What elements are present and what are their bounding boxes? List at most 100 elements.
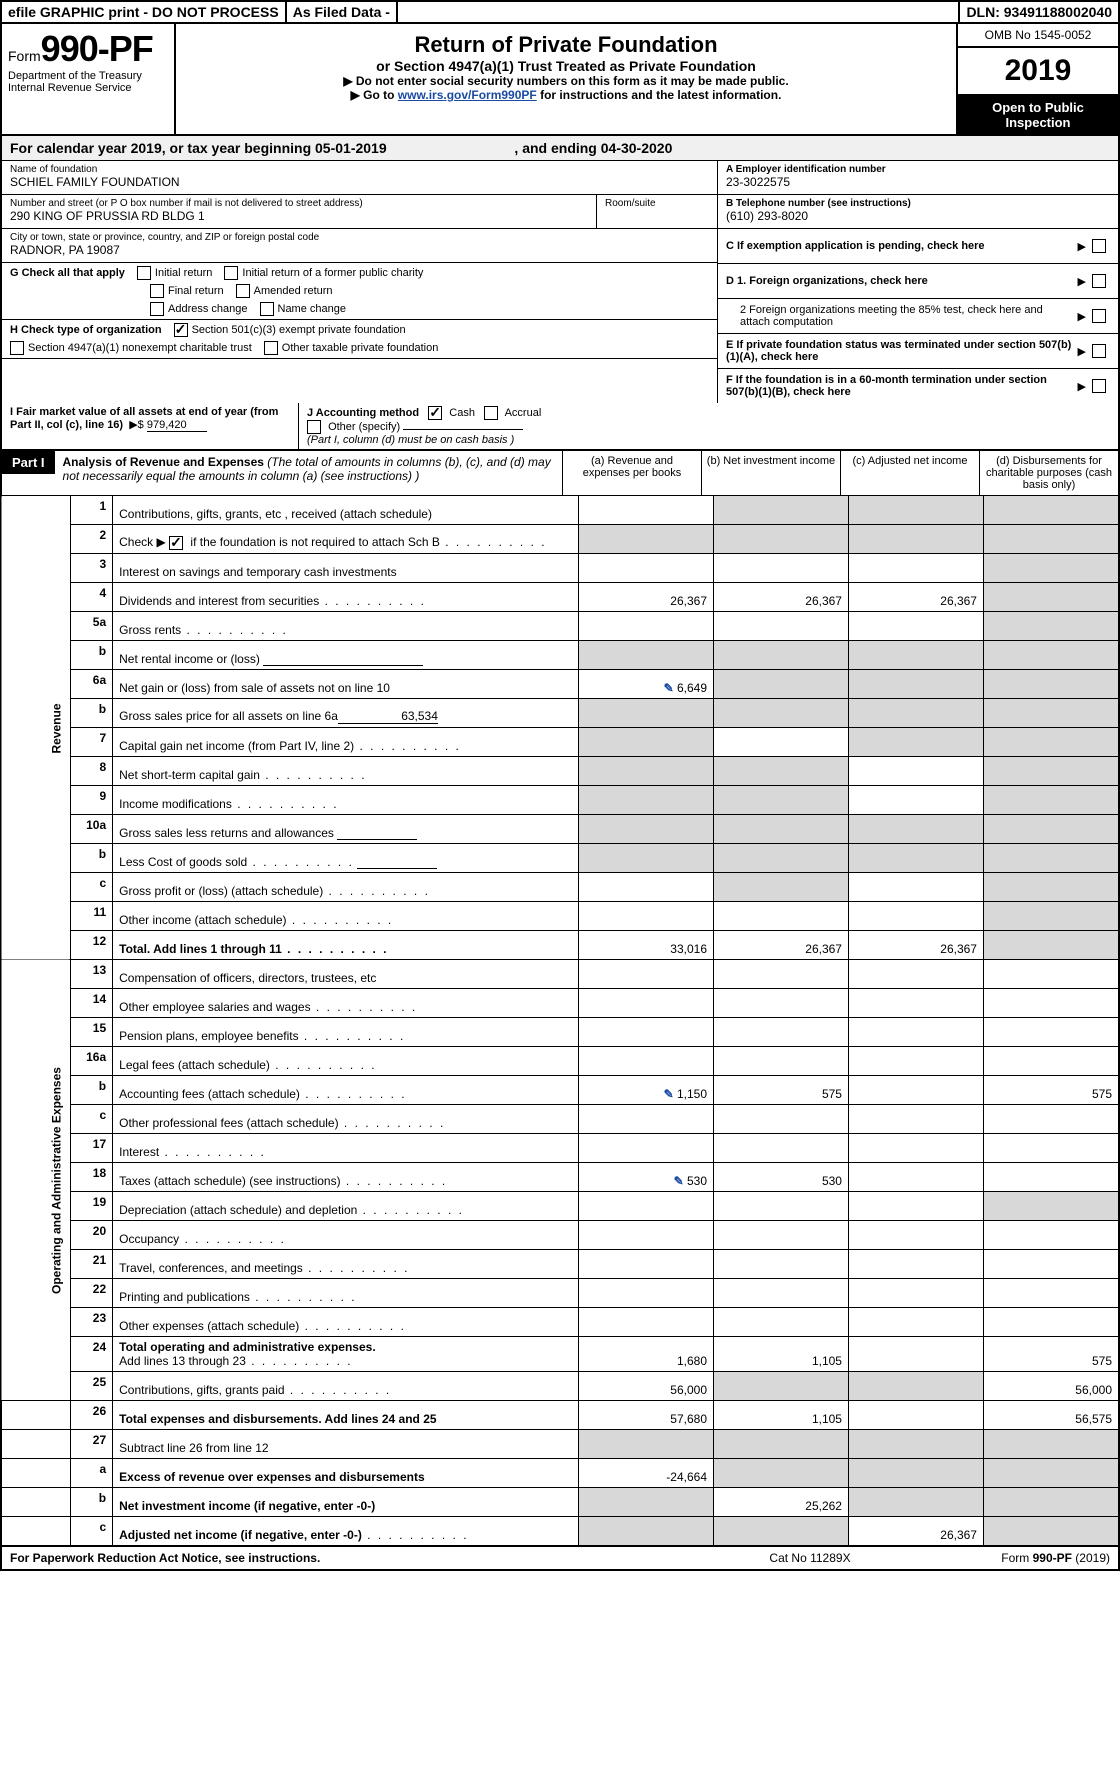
address-row: Number and street (or P O box number if … [2,195,717,229]
line-6a-no: 6a [71,670,113,699]
j-note: (Part I, column (d) must be on cash basi… [307,434,514,446]
line-15-no: 15 [71,1018,113,1047]
line-22-desc: Printing and publications [113,1279,579,1308]
j-cash-checkbox[interactable] [428,406,442,420]
h-opt-other[interactable]: Other taxable private foundation [264,341,439,355]
line-11-no: 11 [71,902,113,931]
line-19-no: 19 [71,1192,113,1221]
line-27a-a: -24,664 [578,1459,713,1488]
d1-checkbox[interactable] [1092,274,1106,288]
line-12-a: 33,016 [578,931,713,960]
attachment-icon[interactable]: ✎ [656,681,674,695]
line-2-desc: Check ▶ if the foundation is not require… [113,525,579,554]
j-accrual-checkbox[interactable] [484,406,498,420]
phone-value: (610) 293-8020 [726,209,1110,223]
line-24-no: 24 [71,1337,113,1372]
line-20-desc: Occupancy [113,1221,579,1250]
line-16b-desc: Accounting fees (attach schedule) [113,1076,579,1105]
line-5a-no: 5a [71,612,113,641]
attachment-icon[interactable]: ✎ [666,1174,684,1188]
dln: DLN: 93491188002040 [960,2,1118,22]
line-25-no: 25 [71,1372,113,1401]
city-value: RADNOR, PA 19087 [10,243,709,257]
line-27b-desc: Net investment income (if negative, ente… [113,1488,579,1517]
line-10a-desc: Gross sales less returns and allowances [113,815,579,844]
footer-right: Form 990-PF (2019) [910,1551,1110,1565]
line-1-d [983,496,1119,525]
arrow-icon: ▶ [1078,380,1086,393]
j-accounting-cell: J Accounting method Cash Accrual Other (… [299,403,1118,449]
d1-label: D 1. Foreign organizations, check here [726,275,1072,287]
line-26-b: 1,105 [714,1401,849,1430]
d2-label: 2 Foreign organizations meeting the 85% … [726,304,1072,328]
i-value: 979,420 [147,419,207,432]
line-2-checkbox[interactable] [169,536,183,550]
line-25-d: 56,000 [983,1372,1119,1401]
city-label: City or town, state or province, country… [10,232,709,243]
line-21-no: 21 [71,1250,113,1279]
tax-year: 2019 [958,48,1118,96]
h-opt-4947[interactable]: Section 4947(a)(1) nonexempt charitable … [10,341,252,355]
line-25-desc: Contributions, gifts, grants paid [113,1372,579,1401]
form-number: 990-PF [41,28,153,69]
line-1-desc: Contributions, gifts, grants, etc , rece… [113,496,579,525]
header-mid: Return of Private Foundation or Section … [176,24,956,134]
line-24-b: 1,105 [714,1337,849,1372]
line-18-desc: Taxes (attach schedule) (see instruction… [113,1163,579,1192]
line-1-no: 1 [71,496,113,525]
header-right: OMB No 1545-0052 2019 Open to Public Ins… [956,24,1118,134]
line-16b-d: 575 [983,1076,1119,1105]
line-16a-no: 16a [71,1047,113,1076]
line-4-c: 26,367 [848,583,983,612]
line-12-b: 26,367 [714,931,849,960]
attachment-icon[interactable]: ✎ [656,1087,674,1101]
line-27a-desc: Excess of revenue over expenses and disb… [113,1459,579,1488]
g-opt-address[interactable]: Address change [150,302,248,316]
line-6a-a: ✎ 6,649 [578,670,713,699]
line-10c-desc: Gross profit or (loss) (attach schedule) [113,873,579,902]
phone-label: B Telephone number (see instructions) [726,198,1110,209]
part1-desc: Analysis of Revenue and Expenses (The to… [55,451,562,495]
part1-title: Analysis of Revenue and Expenses [63,455,264,469]
line-19-desc: Depreciation (attach schedule) and deple… [113,1192,579,1221]
j-other-checkbox[interactable] [307,420,321,434]
ein-label: A Employer identification number [726,164,1110,175]
i-fmv-cell: I Fair market value of all assets at end… [2,403,299,449]
c-exemption-row: C If exemption application is pending, c… [718,229,1118,264]
line-20-no: 20 [71,1221,113,1250]
irs-label: Internal Revenue Service [8,82,132,94]
part1-table: Revenue 1 Contributions, gifts, grants, … [0,496,1120,1547]
line-8-no: 8 [71,757,113,786]
line-6b-desc: Gross sales price for all assets on line… [113,699,579,728]
line-18-b: 530 [714,1163,849,1192]
foundation-name-cell: Name of foundation SCHIEL FAMILY FOUNDAT… [2,161,717,195]
line-11-desc: Other income (attach schedule) [113,902,579,931]
irs-link[interactable]: www.irs.gov/Form990PF [398,88,537,102]
arrow-icon: ▶ [1078,310,1086,323]
line-26-no: 26 [71,1401,113,1430]
line-7-desc: Capital gain net income (from Part IV, l… [113,728,579,757]
g-opt-initial-former[interactable]: Initial return of a former public charit… [224,266,423,280]
e-checkbox[interactable] [1092,344,1106,358]
d2-checkbox[interactable] [1092,309,1106,323]
cal-begin: For calendar year 2019, or tax year begi… [10,140,387,156]
arrow-icon: ▶ [1078,275,1086,288]
g-opt-initial[interactable]: Initial return [137,266,212,280]
info-left: Name of foundation SCHIEL FAMILY FOUNDAT… [2,161,717,403]
col-d-head: (d) Disbursements for charitable purpose… [979,451,1118,495]
line-16c-no: c [71,1105,113,1134]
dln-label: DLN: [966,4,999,20]
f-checkbox[interactable] [1092,379,1106,393]
top-bar: efile GRAPHIC print - DO NOT PROCESS As … [0,0,1120,24]
g-opt-name[interactable]: Name change [260,302,347,316]
c-checkbox[interactable] [1092,239,1106,253]
line-27c-c: 26,367 [848,1517,983,1547]
room-label: Room/suite [605,198,709,209]
line-18-no: 18 [71,1163,113,1192]
h-opt-501c3[interactable]: Section 501(c)(3) exempt private foundat… [174,323,406,337]
g-opt-final[interactable]: Final return [150,284,224,298]
g-opt-amended[interactable]: Amended return [236,284,333,298]
line-22-no: 22 [71,1279,113,1308]
form-header: Form990-PF Department of the Treasury In… [0,24,1120,136]
line-12-no: 12 [71,931,113,960]
